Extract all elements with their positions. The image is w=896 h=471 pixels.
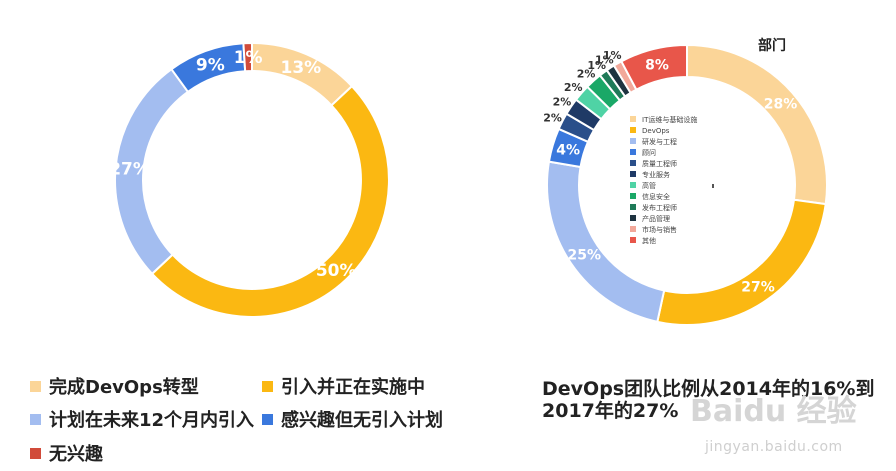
legend-label: 无兴趣	[49, 444, 103, 465]
data-label: 25%	[568, 248, 602, 264]
legend-item: 感兴趣但无引入计划	[262, 406, 443, 432]
data-label: 1%	[587, 59, 606, 72]
legend-swatch	[30, 447, 41, 459]
legend-swatch	[630, 127, 636, 133]
donut-chart-departments: 28%27%25%4%2%2%2%2%1%1%1%8%IT运维与基础设施DevO…	[543, 43, 828, 326]
legend-swatch	[630, 116, 636, 122]
legend-label: 感兴趣但无引入计划	[281, 410, 443, 431]
chart-caption: DevOps团队比例从2014年的16%到 2017年的27%	[542, 378, 882, 422]
data-label: 2%	[553, 95, 572, 108]
legend-swatch	[630, 193, 636, 199]
legend-swatch	[630, 226, 636, 232]
legend-swatch	[262, 380, 273, 392]
legend-item: 无兴趣	[30, 440, 103, 466]
legend-label: DevOps	[642, 127, 670, 135]
chart-title-departments: 部门	[758, 37, 786, 54]
data-label: 2%	[543, 111, 562, 124]
donut-slice	[150, 84, 390, 318]
legend-label: 其他	[642, 236, 656, 245]
legend-label: 质量工程师	[642, 159, 677, 168]
stray-dot	[712, 184, 714, 188]
legend-swatch	[630, 204, 636, 210]
legend-swatch	[630, 237, 636, 243]
legend-label: 引入并正在实施中	[281, 377, 425, 398]
legend-label: 发布工程师	[642, 203, 677, 212]
data-label: 1%	[595, 54, 614, 67]
legend-swatch	[262, 413, 273, 425]
legend-label: 产品管理	[642, 214, 670, 223]
legend-item: 引入并正在实施中	[262, 373, 425, 399]
donut-slice	[242, 41, 253, 73]
legend-swatch	[30, 413, 41, 425]
caption-line-2: 2017年的27%	[542, 400, 679, 422]
data-label: 1%	[603, 49, 622, 62]
data-label: 28%	[764, 97, 798, 113]
legend-label: 高管	[642, 181, 656, 190]
legend-label: 顾问	[642, 149, 656, 157]
legend-label: 完成DevOps转型	[49, 377, 199, 398]
caption-line-1: DevOps团队比例从2014年的16%到	[542, 378, 875, 400]
watermark-url: jingyan.baidu.com	[705, 439, 843, 455]
data-label: 2%	[577, 68, 596, 81]
legend-swatch	[630, 149, 636, 155]
legend-label: 市场与销售	[642, 225, 677, 234]
legend-label: 研发与工程	[642, 137, 677, 146]
data-label: 4%	[556, 143, 580, 159]
legend-swatch	[630, 160, 636, 166]
data-label: 13%	[280, 58, 321, 78]
watermark-logo: Baidu 经验	[690, 394, 857, 429]
data-label: 50%	[316, 261, 357, 281]
data-label: 27%	[109, 160, 150, 180]
donut-slice	[620, 43, 688, 91]
legend-label: 信息安全	[642, 192, 670, 201]
donut-slice	[686, 43, 828, 206]
legend-item: 完成DevOps转型	[30, 373, 199, 399]
donut-slice	[656, 198, 827, 326]
data-label: 1%	[234, 48, 263, 68]
data-label: 2%	[564, 81, 583, 94]
legend-label: 专业服务	[642, 170, 670, 179]
legend-swatch	[630, 182, 636, 188]
legend-label: IT运维与基础设施	[642, 115, 697, 124]
donut-chart-adoption: 13% 50% 27% 9% 1%	[109, 41, 390, 318]
legend-swatch	[630, 138, 636, 144]
data-label: 8%	[645, 58, 669, 74]
legend-label: 计划在未来12个月内引入	[49, 410, 255, 431]
data-label: 27%	[741, 280, 775, 296]
legend-swatch	[30, 380, 41, 392]
legend-swatch	[630, 215, 636, 221]
legend-swatch	[630, 171, 636, 177]
legend-item: 计划在未来12个月内引入	[30, 406, 254, 432]
data-label: 9%	[196, 55, 225, 75]
